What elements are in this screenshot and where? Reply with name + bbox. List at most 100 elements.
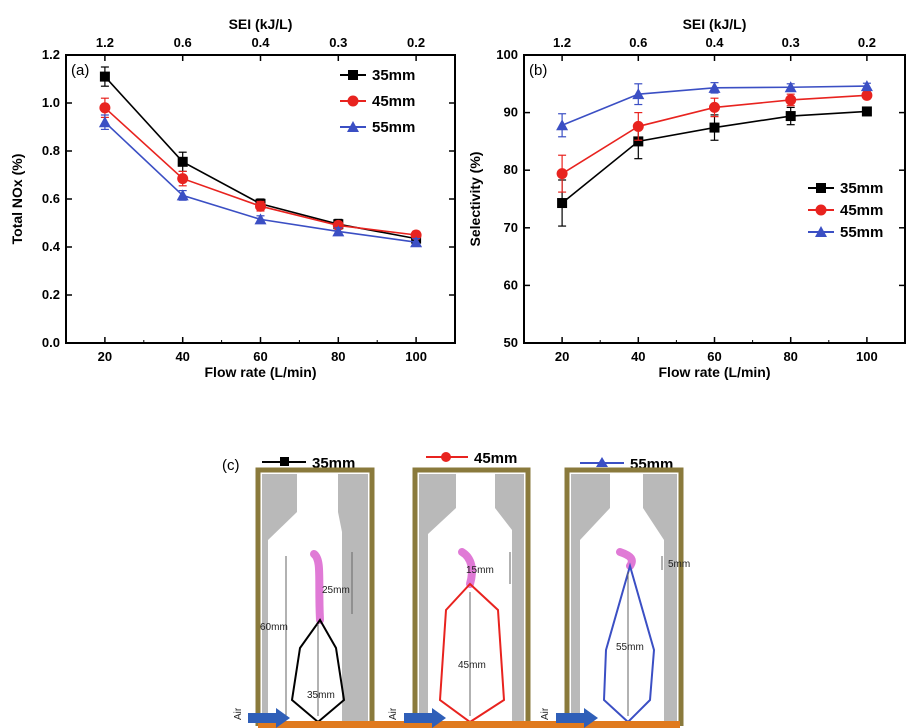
top-tick-label: 0.4 [251, 35, 270, 50]
x-tick-label: 60 [707, 349, 721, 364]
series-55mm [556, 80, 873, 138]
legend-item-35mm: 35mm [340, 67, 415, 84]
top-axis-label: SEI (kJ/L) [229, 16, 293, 32]
chart-a: 20 1.2 40 0.6 60 0.4 80 0.3 100 0.2 0.0 0.2 0.4 0.6 0.… [9, 16, 456, 380]
marker-circle [785, 94, 797, 106]
legend-text: 35mm [840, 180, 883, 197]
dim-55mm: 55mm [616, 642, 644, 653]
y-axis-label: Total NOx (%) [9, 154, 25, 245]
reactor-diagram: (c) 35mm 45mm 55mm 25mm 6 [222, 450, 690, 728]
marker-circle [99, 102, 111, 114]
series-45mm [556, 89, 873, 193]
marker-triangle [815, 226, 827, 237]
dim-35mm: 35mm [307, 690, 335, 701]
marker-triangle [860, 80, 873, 92]
top-axis-label: SEI (kJ/L) [683, 16, 747, 32]
reactor-55mm: 5mm 55mm [564, 467, 690, 726]
top-tick-label: 0.6 [629, 35, 647, 50]
marker-square [348, 70, 358, 80]
top-tick-label: 0.3 [329, 35, 347, 50]
top-tick-label: 1.2 [553, 35, 571, 50]
top-tick-label: 0.6 [174, 35, 192, 50]
legend-item-45mm: 45mm [340, 93, 415, 110]
air-label-2: Air [388, 707, 399, 720]
marker-triangle [784, 81, 797, 93]
dim-5mm: 5mm [668, 559, 690, 570]
diagram-legend-45mm-text: 45mm [474, 450, 517, 467]
y-tick-label: 70 [504, 220, 518, 235]
y-tick-label: 90 [504, 105, 518, 120]
marker-triangle [556, 119, 569, 131]
legend-item-45mm: 45mm [808, 202, 883, 219]
x-tick-label: 60 [253, 349, 267, 364]
marker-triangle [98, 116, 111, 128]
series-35mm [557, 106, 872, 227]
marker-square [709, 122, 720, 133]
air-label-3: Air [540, 707, 551, 720]
x-tick-label: 40 [631, 349, 645, 364]
legend-text: 45mm [372, 93, 415, 110]
marker-square [633, 136, 644, 147]
marker-square [177, 156, 188, 167]
legend-text: 55mm [372, 119, 415, 136]
marker-square [785, 111, 796, 122]
x-axis-label: Flow rate (L/min) [205, 364, 317, 380]
marker-square [861, 106, 872, 117]
marker-square [816, 183, 826, 193]
x-tick-label: 100 [856, 349, 878, 364]
air-label-1: Air [233, 707, 244, 720]
reactor-35mm: 25mm 60mm 35mm [255, 467, 375, 726]
reactor-45mm: 15mm 45mm [412, 467, 531, 726]
y-tick-label: 0.0 [42, 335, 60, 350]
dim-45mm: 45mm [458, 660, 486, 671]
series-45mm [99, 97, 422, 241]
dim-25mm: 25mm [322, 585, 350, 596]
marker-circle [255, 200, 266, 212]
series-55mm [98, 114, 423, 248]
marker-triangle [332, 225, 345, 237]
top-tick-label: 0.4 [705, 35, 724, 50]
x-tick-label: 80 [783, 349, 797, 364]
top-tick-label: 0.2 [407, 35, 425, 50]
x-tick-label: 20 [555, 349, 569, 364]
x-tick-label: 40 [175, 349, 189, 364]
top-tick-label: 0.3 [782, 35, 800, 50]
panel-label: (b) [529, 62, 547, 79]
panel-label-c: (c) [222, 457, 240, 474]
marker-circle [177, 173, 189, 185]
y-tick-label: 0.6 [42, 191, 60, 206]
y-tick-label: 50 [504, 335, 518, 350]
y-tick-label: 0.8 [42, 143, 60, 158]
marker-circle [556, 168, 568, 180]
chart-b: 20 1.2 40 0.6 60 0.4 80 0.3 100 0.2 50 60 70 80 90 100 F… [467, 16, 906, 380]
marker-circle [815, 204, 827, 216]
marker-triangle [347, 121, 359, 132]
y-tick-label: 0.2 [42, 287, 60, 302]
marker-circle [347, 95, 359, 107]
legend-text: 55mm [840, 224, 883, 241]
panel-label: (a) [71, 62, 89, 79]
legend-text: 45mm [840, 202, 883, 219]
top-tick-label: 0.2 [858, 35, 876, 50]
air-inlets: Air Air Air [233, 707, 598, 728]
legend-item-55mm: 55mm [808, 224, 883, 241]
y-tick-label: 1.2 [42, 47, 60, 62]
legend-item-35mm: 35mm [808, 180, 883, 197]
marker-circle [861, 89, 873, 101]
y-tick-label: 60 [504, 277, 518, 292]
marker-circle [410, 229, 422, 241]
x-tick-label: 20 [98, 349, 112, 364]
y-axis-label: Selectivity (%) [467, 152, 483, 247]
x-axis-label: Flow rate (L/min) [659, 364, 771, 380]
marker-square [99, 71, 110, 82]
dim-15mm: 15mm [466, 565, 494, 576]
legend-item-55mm: 55mm [340, 119, 415, 136]
marker-triangle [632, 88, 645, 100]
x-tick-label: 80 [331, 349, 345, 364]
x-tick-label: 100 [405, 349, 427, 364]
legend-text: 35mm [372, 67, 415, 84]
y-tick-label: 0.4 [42, 239, 61, 254]
marker-triangle [176, 189, 189, 201]
dim-60mm: 60mm [260, 622, 288, 633]
